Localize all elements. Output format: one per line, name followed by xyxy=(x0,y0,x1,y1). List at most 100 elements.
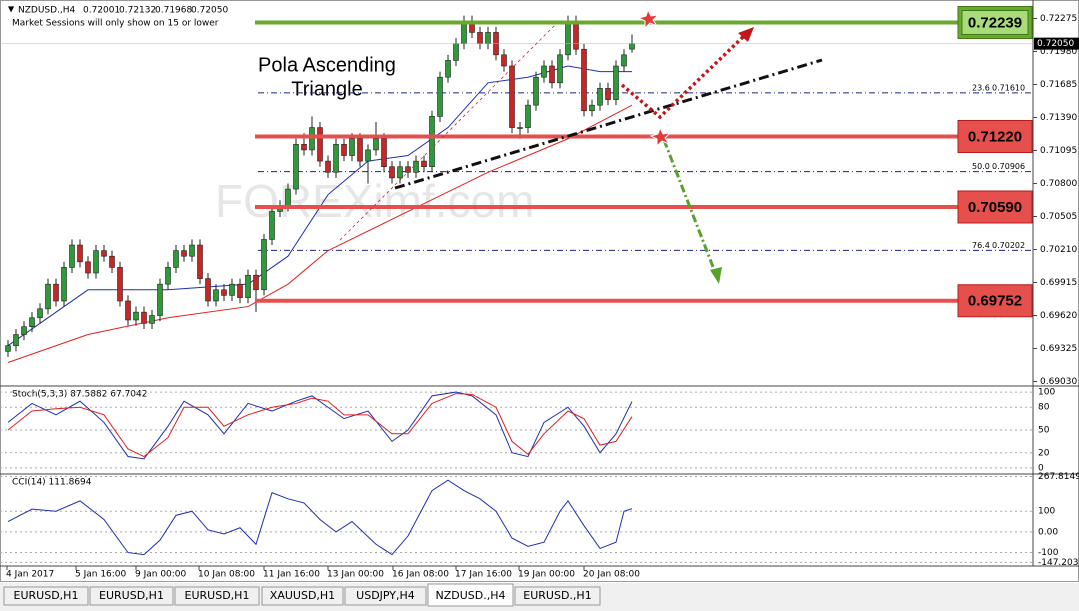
candle-body xyxy=(173,250,179,268)
candle-body xyxy=(101,250,107,257)
bull-arrow xyxy=(620,33,747,120)
candle-body xyxy=(261,239,267,291)
tab[interactable] xyxy=(261,586,344,606)
tab-label[interactable]: EURUSD,H1 xyxy=(185,589,250,602)
tab[interactable] xyxy=(427,583,514,607)
candle-body xyxy=(549,65,555,84)
candle-body xyxy=(405,166,411,173)
star-marker xyxy=(637,8,660,30)
y-tick-label: 0.71095 xyxy=(1040,146,1077,156)
level-label: 0.71220 xyxy=(968,128,1022,145)
bear-arrow xyxy=(662,139,717,273)
candle-body xyxy=(37,308,43,319)
current-price: 0.72050 xyxy=(1037,39,1074,49)
candle-body xyxy=(205,278,211,302)
candle-body xyxy=(237,283,243,298)
tab-label[interactable]: XAUUSD,H1 xyxy=(270,589,335,602)
trend-line xyxy=(394,58,823,190)
candle-body xyxy=(517,127,523,129)
candle-body xyxy=(69,244,75,268)
y-tick-label: 100 xyxy=(1038,388,1055,398)
candle-body xyxy=(349,138,355,156)
y-tick-label: 0.72275 xyxy=(1040,14,1077,24)
y-tick-label: 0.00 xyxy=(1038,527,1058,537)
fib-level: 50.0 xyxy=(972,162,990,171)
candle-body xyxy=(141,311,147,324)
x-tick-label: 13 Jan 00:00 xyxy=(327,570,384,580)
candle-body xyxy=(525,104,531,128)
tab[interactable] xyxy=(514,586,601,606)
level-box xyxy=(957,190,1033,224)
star-marker xyxy=(649,126,672,148)
indicator-line xyxy=(7,393,633,458)
candle-body xyxy=(341,144,347,156)
tab[interactable] xyxy=(174,586,260,606)
candle-body xyxy=(189,244,195,257)
candle-body xyxy=(365,149,371,162)
ohlc-open: 0.72001 xyxy=(83,6,120,16)
tab[interactable] xyxy=(344,586,427,606)
indicator-line xyxy=(7,104,633,363)
candle-body xyxy=(157,283,163,316)
candle-body xyxy=(125,300,131,321)
x-tick-label: 10 Jan 08:00 xyxy=(198,570,255,580)
candle-body xyxy=(325,160,331,173)
candle-body xyxy=(285,188,291,207)
y-tick-label: 0.71980 xyxy=(1040,47,1077,57)
candle-body xyxy=(45,283,51,310)
level-box xyxy=(957,119,1033,153)
fib-price: 0.70202 xyxy=(992,241,1025,250)
tab[interactable] xyxy=(89,586,174,606)
candle-body xyxy=(317,127,323,162)
y-tick-label: 0.71390 xyxy=(1040,113,1077,123)
candle-body xyxy=(109,255,115,268)
level-label: 0.69752 xyxy=(968,293,1022,310)
candle-body xyxy=(389,166,395,179)
x-tick-label: 20 Jan 08:00 xyxy=(583,570,640,580)
tab-label[interactable]: EURUSD,H1 xyxy=(99,589,164,602)
candle-body xyxy=(29,317,35,328)
candle-body xyxy=(557,54,563,84)
x-tick-label: 16 Jan 08:00 xyxy=(392,570,449,580)
candle-body xyxy=(613,65,619,100)
candle-body xyxy=(453,43,459,61)
y-tick-label: 50 xyxy=(1038,426,1050,436)
tab-label[interactable]: EURUSD,H1 xyxy=(14,589,79,602)
y-tick-label: 267.8149 xyxy=(1038,472,1079,482)
chart-layer: 0.72275 0.71980 0.71685 0.71390 0.71095 0.708… xyxy=(0,5,1079,580)
candle-body xyxy=(21,326,27,335)
y-tick-label: -100 xyxy=(1038,548,1059,558)
y-tick-label: 0 xyxy=(1038,463,1044,473)
candle-body xyxy=(421,160,427,168)
indicator-line xyxy=(7,391,633,460)
candle-body xyxy=(429,116,435,168)
level-label: 0.72239 xyxy=(968,14,1022,31)
tab-label[interactable]: NZDUSD.,H4 xyxy=(435,589,505,602)
y-tick-label: 0.69915 xyxy=(1040,278,1077,288)
candle-body xyxy=(293,144,299,190)
tab-label[interactable]: USDJPY,H4 xyxy=(356,589,415,602)
candle-body xyxy=(117,267,123,302)
candle-body xyxy=(61,267,67,302)
y-tick-label: 20 xyxy=(1038,448,1050,458)
candle-body xyxy=(501,54,507,67)
tab-label[interactable]: EURUSD.,H1 xyxy=(523,589,591,602)
panel-title: CCI(14) 111.8694 xyxy=(12,478,92,488)
tab[interactable] xyxy=(3,586,89,606)
candle-body xyxy=(477,32,483,44)
candle-body xyxy=(13,334,19,347)
candle-body xyxy=(245,274,251,298)
candle-body xyxy=(541,65,547,78)
x-tick-label: 17 Jan 16:00 xyxy=(455,570,512,580)
y-tick-label: 0.71685 xyxy=(1040,80,1077,90)
candle-body xyxy=(621,54,627,67)
y-tick-label: -147.2033 xyxy=(1038,558,1079,568)
candle-body xyxy=(229,283,235,296)
annotation: Triangle xyxy=(291,78,363,100)
collapse-icon: ▼ xyxy=(8,5,15,14)
y-tick-label: 0.69325 xyxy=(1040,344,1077,354)
candle-body xyxy=(221,289,227,296)
candle-body xyxy=(357,138,363,162)
